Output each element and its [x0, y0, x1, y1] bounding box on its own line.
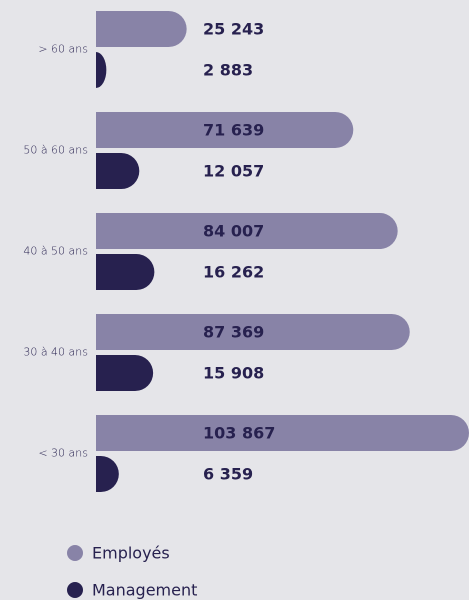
- value-label: 6 359: [203, 465, 253, 484]
- bar: [96, 153, 140, 189]
- bar: [96, 11, 187, 47]
- bar: [96, 112, 354, 148]
- value-label: 103 867: [203, 424, 275, 443]
- value-label: 25 243: [203, 20, 264, 39]
- legend-marker: [67, 582, 83, 598]
- value-label: 84 007: [203, 222, 264, 241]
- bar: [96, 254, 155, 290]
- value-label: 16 262: [203, 263, 264, 282]
- category-label: < 30 ans: [38, 447, 88, 460]
- category-label: 40 à 50 ans: [23, 245, 88, 258]
- bar: [96, 456, 119, 492]
- value-label: 71 639: [203, 121, 264, 140]
- bar: [96, 415, 469, 451]
- value-label: 87 369: [203, 323, 264, 342]
- bar: [96, 213, 398, 249]
- value-label: 2 883: [203, 61, 253, 80]
- bar: [96, 355, 154, 391]
- category-label: 30 à 40 ans: [23, 346, 88, 359]
- legend-marker: [67, 545, 83, 561]
- value-label: 15 908: [203, 364, 264, 383]
- category-label: 50 à 60 ans: [23, 144, 88, 157]
- bar: [96, 52, 107, 88]
- legend-label: Management: [92, 581, 197, 600]
- value-label: 12 057: [203, 162, 264, 181]
- legend-label: Employés: [92, 544, 170, 563]
- bar: [96, 314, 410, 350]
- category-label: > 60 ans: [38, 43, 88, 56]
